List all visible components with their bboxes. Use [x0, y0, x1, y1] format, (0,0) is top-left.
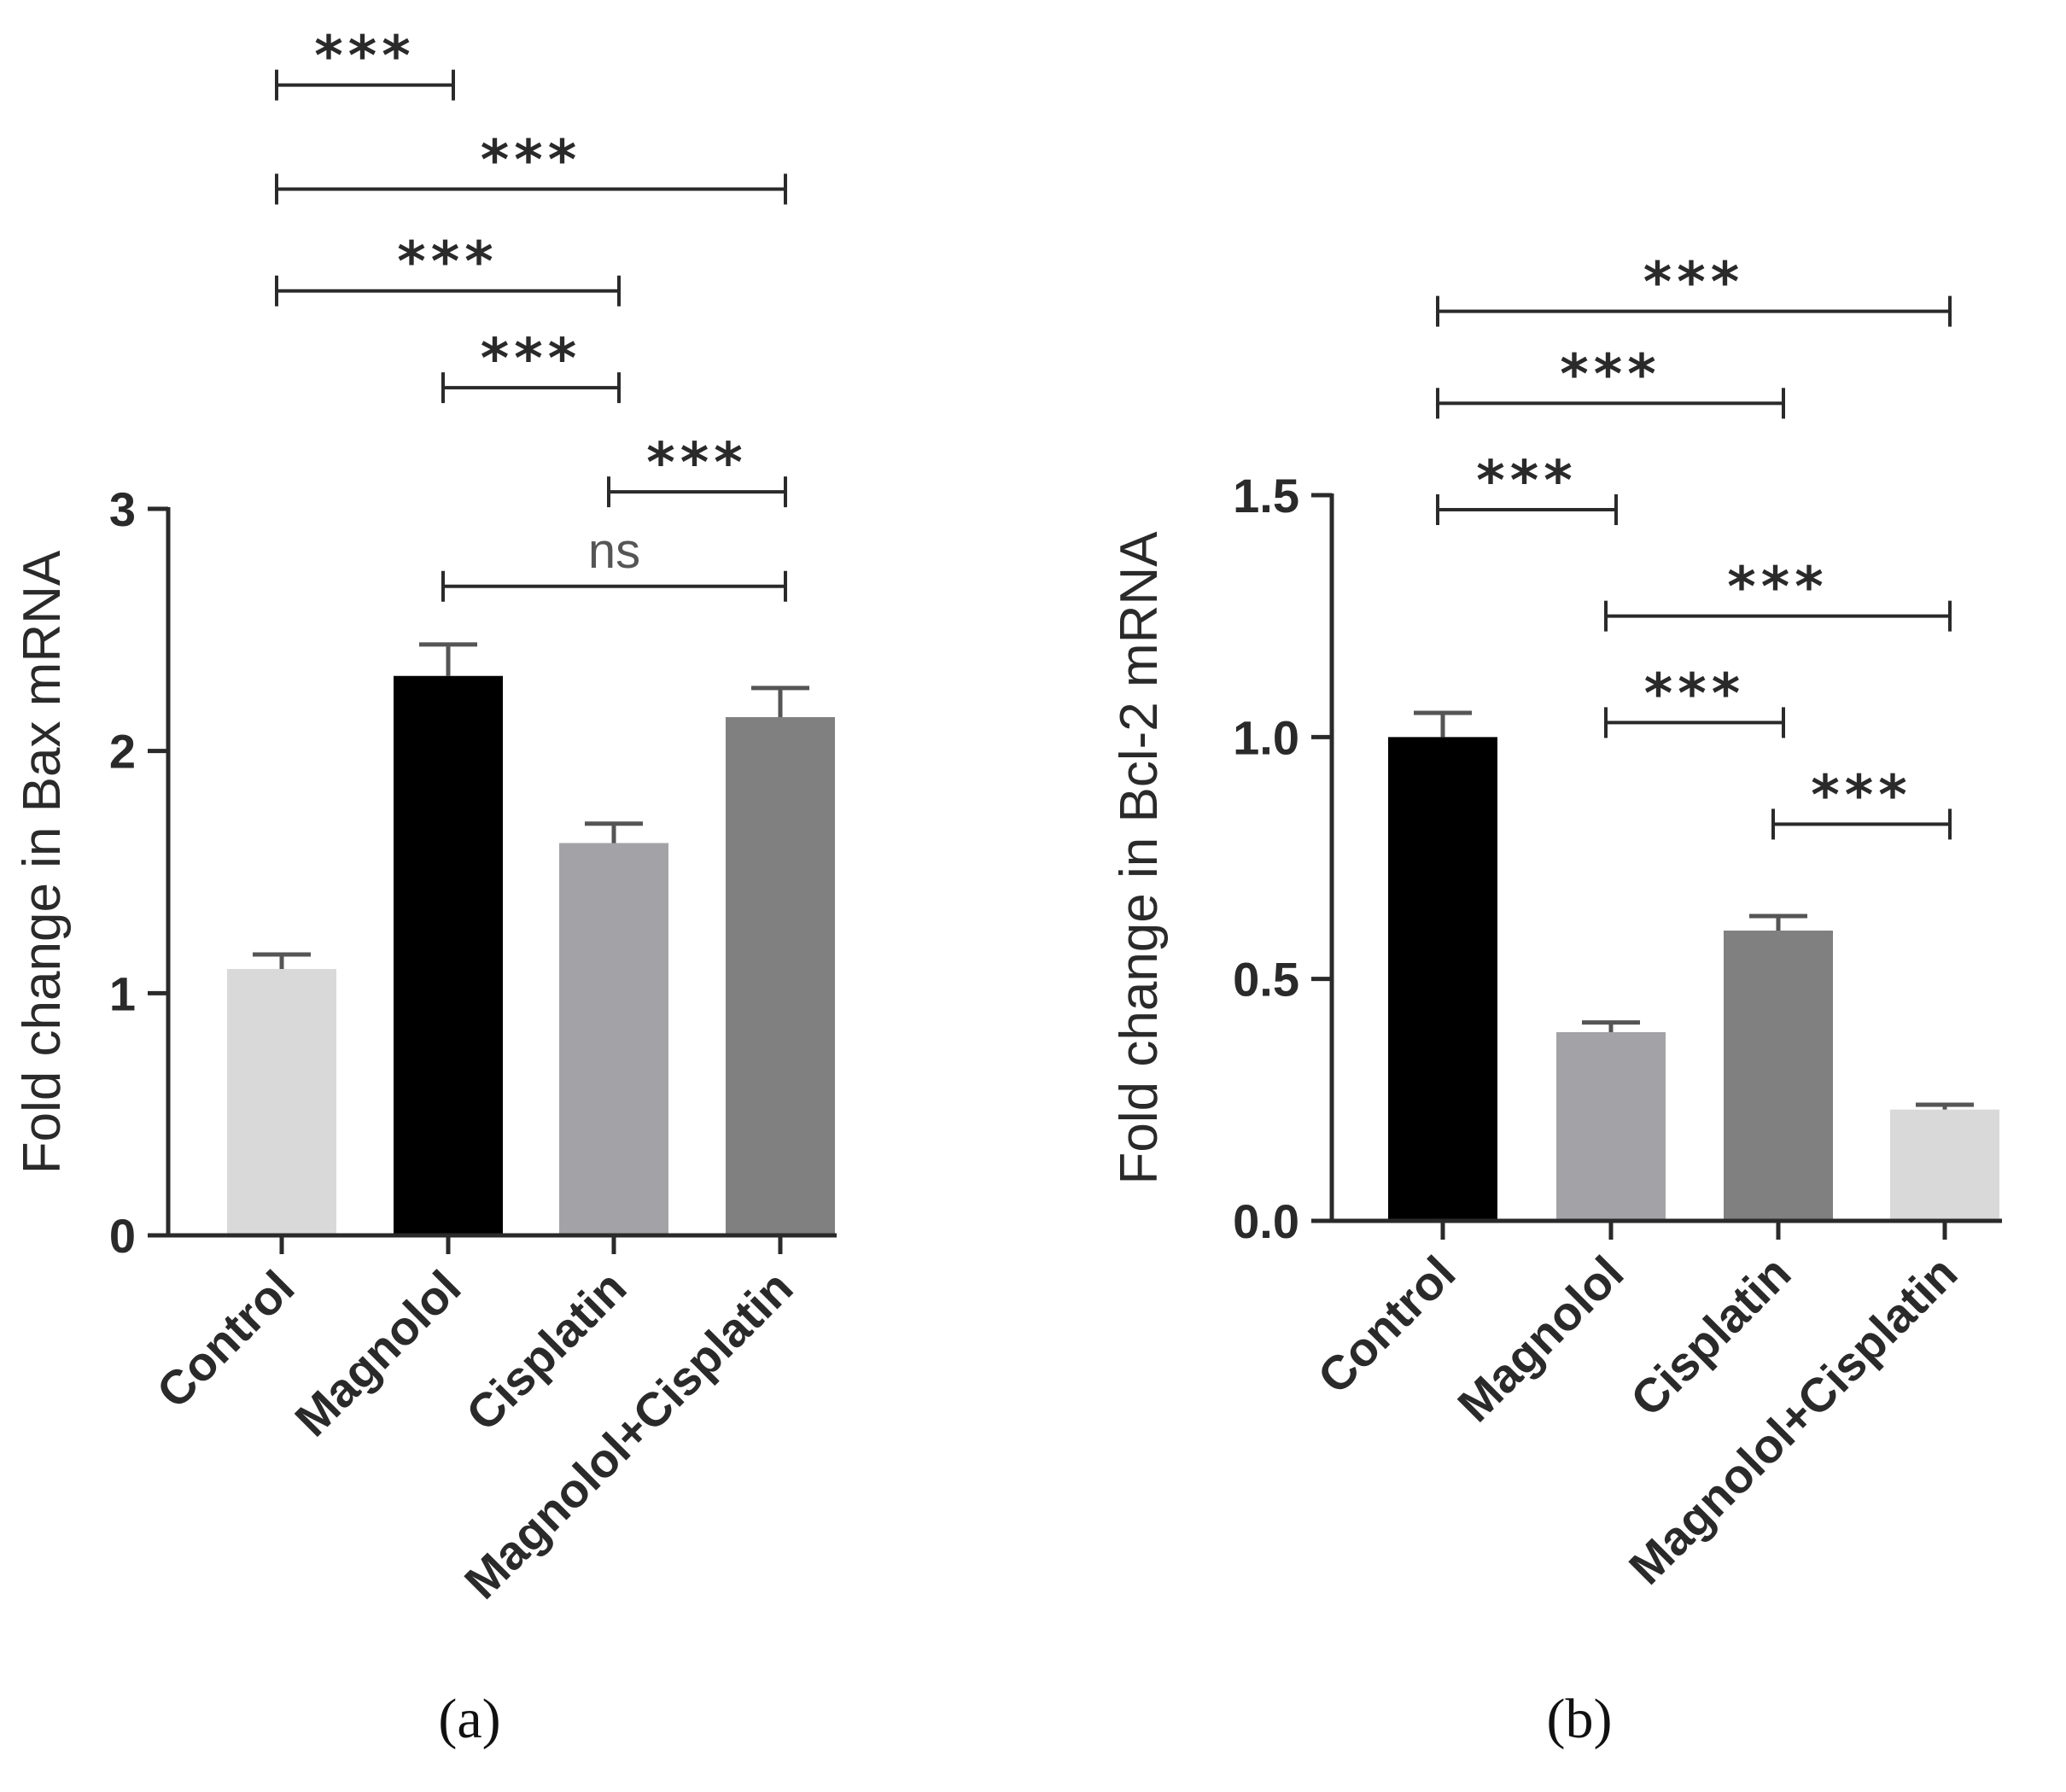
a-significance-stars: *** — [481, 328, 581, 391]
a-y-tick-label: 3 — [109, 482, 136, 536]
a-y-tick-label: 1 — [109, 966, 136, 1020]
b-significance-stars: *** — [1560, 343, 1660, 406]
b-significance-bracket — [1604, 707, 1785, 738]
a-significance-stars: *** — [397, 231, 498, 295]
a-y-tick-label: 0 — [109, 1209, 136, 1263]
a-x-tick-label-control: Control — [146, 1260, 304, 1418]
a-significance-bracket — [275, 173, 787, 205]
b-y-axis-label: Fold change in Bcl-2 mRNA — [1110, 531, 1169, 1185]
a-bar-magnolol-cisplatin — [726, 716, 835, 1235]
b-significance-stars: *** — [1643, 252, 1744, 315]
a-bar-control — [227, 968, 336, 1235]
b-significance-bracket — [1771, 808, 1952, 840]
a-y-axis-label: Fold change in Bax mRNA — [13, 550, 72, 1174]
b-significance-bracket — [1604, 600, 1952, 632]
b-error-bar-magnolol-cisplatin — [1916, 1102, 1974, 1110]
b-x-tick-label-magnolol: Magnolol — [1447, 1246, 1633, 1432]
b-x-tick-label-control: Control — [1307, 1246, 1465, 1404]
a-significance-bracket — [441, 372, 621, 404]
a-bar-magnolol — [394, 675, 503, 1235]
a-x-tick-label-magnolol: Magnolol — [284, 1260, 470, 1446]
b-significance-stars: *** — [1476, 450, 1577, 513]
a-error-bar-magnolol — [419, 642, 477, 676]
a-significance-stars: *** — [481, 130, 581, 193]
b-bar-control — [1388, 737, 1497, 1221]
a-significance-ns-label: ns — [588, 523, 640, 579]
panel-b-bcl2-chart: 0.0 0.5 1.0 1.5 ControlMagnololCisplatinMagn… — [1110, 252, 2002, 1750]
b-significance-bracket — [1436, 388, 1785, 419]
b-y-tick-label: 1.0 — [1233, 710, 1299, 764]
b-panel-label: (b) — [1547, 1688, 1613, 1750]
b-significance-stars: *** — [1811, 764, 1911, 827]
b-significance-stars: *** — [1644, 663, 1745, 726]
a-significance-bracket — [275, 69, 455, 101]
a-significance-stars: *** — [646, 432, 747, 495]
b-bar-cisplatin — [1724, 931, 1833, 1221]
a-significance-bracket — [275, 275, 621, 306]
a-error-bar-magnolol-cisplatin — [751, 686, 809, 717]
a-significance-bracket — [607, 476, 787, 508]
b-y-tick-label: 1.5 — [1233, 469, 1299, 522]
a-significance-bracket — [441, 570, 787, 602]
b-bar-magnolol — [1556, 1032, 1666, 1221]
b-error-bar-cisplatin — [1749, 914, 1807, 931]
b-error-bar-magnolol — [1582, 1020, 1640, 1032]
b-significance-bracket — [1436, 494, 1618, 525]
b-x-tick-label-magnolol-cisplatin: Magnolol+Cisplatin — [1619, 1246, 1968, 1595]
panel-a-bax-chart: 0 1 2 3 ControlMagnololCisplatinMagnolol+Cis… — [13, 26, 837, 1750]
b-y-tick-label: 0.5 — [1233, 953, 1299, 1007]
a-error-bar-cisplatin — [585, 821, 643, 843]
a-x-tick-label-magnolol-cisplatin: Magnolol+Cisplatin — [454, 1260, 803, 1609]
a-x-tick-label-cisplatin: Cisplatin — [456, 1260, 637, 1441]
b-error-bar-control — [1414, 710, 1472, 738]
a-bar-cisplatin — [559, 843, 668, 1235]
a-error-bar-control — [253, 952, 311, 969]
b-significance-bracket — [1436, 295, 1952, 327]
a-y-tick-label: 2 — [109, 725, 136, 779]
b-significance-stars: *** — [1727, 557, 1828, 620]
b-bar-magnolol-cisplatin — [1890, 1109, 1999, 1221]
a-significance-stars: *** — [314, 26, 415, 89]
b-y-tick-label: 0.0 — [1233, 1194, 1299, 1248]
b-x-tick-label-cisplatin: Cisplatin — [1620, 1246, 1801, 1427]
a-panel-label: (a) — [438, 1688, 500, 1750]
